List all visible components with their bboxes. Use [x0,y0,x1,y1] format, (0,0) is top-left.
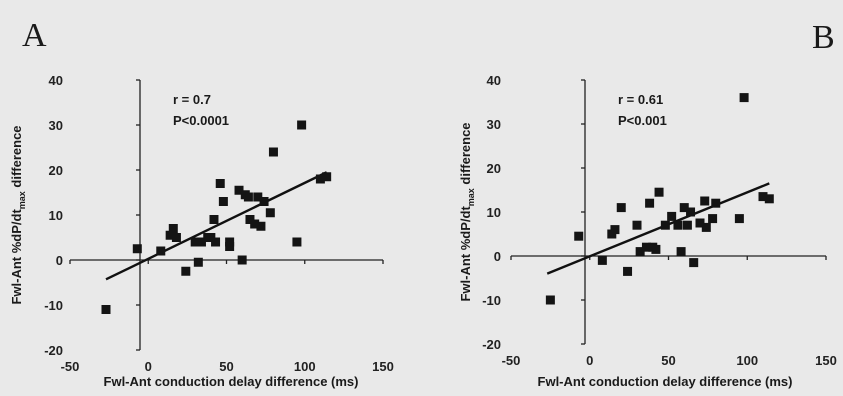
y-tick-label: -10 [482,293,501,308]
y-tick-label: 0 [56,253,63,268]
data-point [209,215,219,224]
panel-letter: B [812,19,835,56]
data-point [651,244,661,254]
data-point [190,237,200,247]
data-point [171,233,181,242]
data-point [764,194,774,204]
x-tick-label: 50 [219,359,233,374]
p-value-label: P<0.001 [618,113,667,128]
x-tick-label: 50 [661,353,675,368]
data-point [132,244,142,254]
data-point [211,237,221,247]
regression-line [546,182,770,275]
y-tick-label: 40 [487,73,501,88]
x-tick-label: -50 [502,353,521,368]
y-tick-label: 40 [49,73,63,88]
data-point [245,215,255,224]
data-point [695,218,705,228]
x-axis-title: Fwl-Ant conduction delay difference (ms) [538,374,793,389]
data-point [265,208,275,218]
data-point [686,207,696,217]
y-axis-title: Fwl-Ant %dP/dtmax difference [458,122,476,301]
data-point [632,220,642,230]
p-value-label: P<0.0001 [173,113,229,128]
data-point [234,185,244,195]
x-tick-label: 0 [586,353,593,368]
data-point [256,221,266,231]
data-point [682,220,692,230]
y-tick-label: 30 [49,118,63,133]
data-point [292,237,302,247]
y-tick-label: -10 [44,298,63,313]
y-tick-label: 20 [49,163,63,178]
data-point [315,174,325,184]
data-point [689,258,699,268]
data-point [225,242,235,251]
x-tick-label: 0 [145,359,152,374]
data-point [250,219,260,229]
data-point [218,197,228,206]
x-axis-title: Fwl-Ant conduction delay difference (ms) [104,374,359,389]
y-tick-label: 20 [487,161,501,176]
data-point [268,147,278,157]
data-point [623,266,633,276]
data-point [156,246,166,256]
data-point [165,230,175,240]
data-point [667,211,677,221]
data-point [237,255,247,265]
data-point [676,247,686,257]
data-point [196,237,206,247]
data-point [739,93,749,103]
data-point [616,203,626,213]
correlation-label: r = 0.7 [173,92,211,107]
data-point [168,224,178,233]
x-tick-label: 100 [294,359,316,374]
data-point [641,242,651,252]
data-point [758,192,768,202]
y-tick-label: 0 [494,249,501,264]
data-point [259,197,269,206]
data-point [635,247,645,257]
data-point [700,196,710,206]
x-tick-label: 150 [815,353,837,368]
data-point [660,220,670,230]
data-point [545,295,555,305]
x-tick-label: 150 [372,359,394,374]
panel-b: B -20 -10 0 10 20 30 40 -50 0 50 100 150 Fwl-Ant cond… [458,19,837,389]
correlation-label: r = 0.61 [618,92,663,107]
data-point [101,305,111,314]
y-tick-label: 30 [487,117,501,132]
panel-letter: A [22,17,47,54]
y-tick-label: 10 [49,208,63,223]
data-point [708,214,718,224]
y-tick-label: -20 [44,343,63,358]
data-point [645,198,655,208]
data-point [322,172,332,182]
regression-line [105,171,328,281]
data-point [654,187,664,197]
data-point [193,257,203,267]
data-point [679,203,689,213]
data-point [597,255,607,265]
data-point [297,120,307,130]
data-point [206,233,216,242]
y-tick-label: 10 [487,205,501,220]
data-point [734,214,744,224]
data-point [253,192,263,202]
data-point [701,222,711,232]
data-point [711,198,721,208]
panel-a: A -20 -10 0 10 20 30 40 -50 0 50 100 150 Fwl-Ant cond… [9,17,394,389]
data-point [215,179,225,188]
data-point [673,220,683,230]
y-axis-title: Fwl-Ant %dP/dtmax difference [9,125,27,304]
data-point [610,225,620,235]
data-point [243,192,253,202]
data-point [574,231,584,241]
y-tick-label: -20 [482,337,501,352]
data-point [181,266,191,276]
x-tick-label: -50 [61,359,80,374]
x-tick-label: 100 [736,353,758,368]
